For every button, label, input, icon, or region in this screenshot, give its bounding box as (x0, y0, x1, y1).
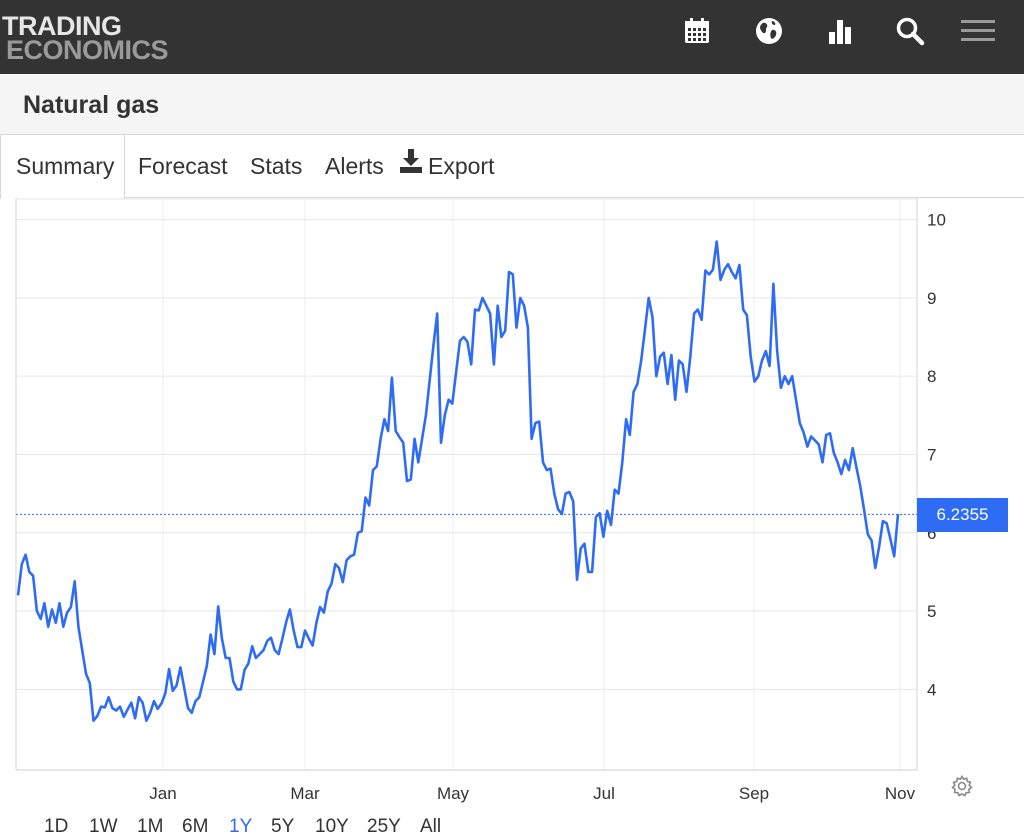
tab-alerts[interactable]: Alerts (325, 135, 384, 198)
range-all[interactable]: All (420, 816, 442, 837)
tab-summary[interactable]: Summary (0, 135, 126, 199)
x-tick-label: Nov (885, 784, 916, 803)
x-tick-label: Jul (593, 784, 615, 803)
price-series-line (16, 240, 900, 723)
y-tick-label: 5 (927, 602, 936, 621)
trading-economics-logo[interactable]: TRADING ECONOMICS (2, 11, 169, 65)
range-25y[interactable]: 25Y (367, 816, 401, 837)
x-tick-label: Jan (149, 784, 176, 803)
range-1w[interactable]: 1W (89, 816, 118, 837)
y-tick-label: 4 (927, 680, 936, 699)
range-1d[interactable]: 1D (44, 816, 69, 837)
tab-bar: Summary Forecast Stats Alerts Export (0, 135, 1024, 199)
y-tick-label: 9 (927, 289, 936, 308)
last-price-badge: 6.2355 (917, 498, 1008, 532)
range-5y[interactable]: 5Y (271, 816, 295, 837)
y-tick-label: 8 (927, 367, 936, 386)
page-title: Natural gas (23, 91, 160, 119)
tab-stats-label: Stats (250, 153, 303, 179)
tab-alerts-label: Alerts (325, 153, 384, 179)
menu-icon[interactable] (960, 14, 996, 48)
y-tick-label: 6 (927, 524, 936, 543)
x-tick-label: May (437, 784, 470, 803)
y-tick-label: 7 (927, 445, 936, 464)
tab-export-label: Export (428, 153, 495, 179)
tab-forecast-label: Forecast (138, 153, 228, 179)
range-6m[interactable]: 6M (182, 816, 209, 837)
tab-stats[interactable]: Stats (250, 135, 302, 198)
y-tick-label: 10 (927, 211, 946, 230)
price-chart[interactable]: 4 5 6 7 8 9 10 Jan Mar May Jul Sep Nov (0, 198, 1024, 838)
tab-export[interactable]: Export (400, 135, 494, 198)
logo-line-1: TRADING (2, 11, 122, 41)
x-tick-label: Mar (290, 784, 320, 803)
tab-summary-label: Summary (16, 153, 115, 179)
price-chart-svg: 4 5 6 7 8 9 10 Jan Mar May Jul Sep Nov (15, 198, 946, 803)
logo-line-2: ECONOMICS (6, 35, 169, 65)
calendar-icon[interactable] (680, 14, 714, 48)
bar-chart-icon[interactable] (823, 14, 857, 48)
download-icon (400, 134, 422, 196)
top-navigation-bar: TRADING ECONOMICS (0, 0, 1024, 74)
settings-gear-icon[interactable] (950, 774, 974, 798)
globe-icon[interactable] (752, 14, 786, 48)
range-10y[interactable]: 10Y (315, 816, 349, 837)
title-bar: Natural gas (0, 74, 1024, 135)
range-1y[interactable]: 1Y (229, 816, 253, 837)
range-1m[interactable]: 1M (137, 816, 164, 837)
search-icon[interactable] (893, 14, 927, 48)
tab-forecast[interactable]: Forecast (138, 135, 227, 198)
x-tick-label: Sep (739, 784, 769, 803)
